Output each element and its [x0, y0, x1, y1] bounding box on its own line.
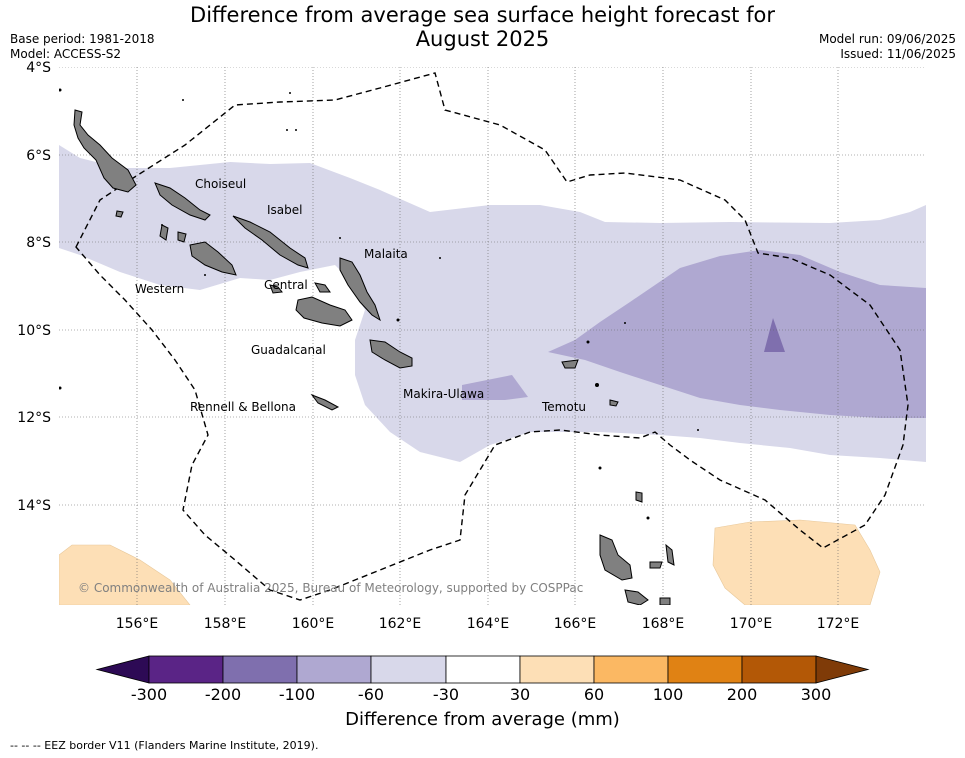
island-makira: [369, 339, 413, 369]
lat-label-6s: 6°S: [26, 148, 51, 164]
colorbar-bin-7: [593, 655, 669, 684]
colorbar-tick-4: -60: [358, 685, 384, 704]
lat-label-10s: 10°S: [17, 323, 51, 339]
label-rennell-bellona: Rennell & Bellona: [190, 400, 296, 414]
eez-border: [75, 72, 909, 601]
lon-label-164e: 164°E: [467, 616, 510, 632]
lon-label-158e: 158°E: [204, 616, 247, 632]
lon-label-168e: 168°E: [642, 616, 685, 632]
model-name: Model: ACCESS-S2: [10, 47, 122, 61]
island-pentecost: [659, 597, 671, 605]
anomaly-region-positive-sw: [59, 544, 191, 605]
colorbar-extend-max: [815, 655, 870, 684]
model-run: Model run: 09/06/2025: [818, 32, 956, 46]
eez-legend-note: -- -- -- EEZ border V11 (Flanders Marine…: [10, 739, 319, 752]
sea-level-map: Choiseul Isabel Malaita Western Central …: [17, 60, 926, 632]
colorbar-bin-2: [222, 655, 298, 684]
anomaly-region-dark: [764, 318, 785, 352]
island-kolombangara: [177, 231, 187, 243]
colorbar-title: Difference from average (mm): [345, 709, 620, 730]
island-bougainville: [73, 109, 137, 193]
lon-label-170e: 170°E: [730, 616, 773, 632]
islands: [73, 109, 675, 605]
label-central: Central: [264, 278, 308, 292]
colorbar-bin-3: [296, 655, 372, 684]
colorbar-tick-9: 200: [727, 685, 758, 704]
label-temotu: Temotu: [541, 400, 586, 414]
small-islets: [59, 88, 699, 520]
colorbar-tick-1: -300: [131, 685, 167, 704]
longitude-labels: 156°E 158°E 160°E 162°E 164°E 166°E 168°…: [116, 616, 860, 632]
island-isabel: [232, 215, 309, 269]
island-choiseul: [154, 182, 211, 221]
colorbar-bin-1: [148, 655, 224, 684]
title-line-2: August 2025: [415, 27, 550, 51]
latitude-labels: 4°S 6°S 8°S 10°S 12°S 14°S: [17, 60, 51, 514]
map-title: Difference from average sea surface heig…: [0, 3, 965, 51]
lon-label-172e: 172°E: [817, 616, 860, 632]
label-western: Western: [135, 282, 184, 296]
island-shortland: [115, 210, 124, 218]
label-choiseul: Choiseul: [195, 177, 246, 191]
lon-label-160e: 160°E: [292, 616, 335, 632]
label-isabel: Isabel: [267, 203, 302, 217]
lon-label-166e: 166°E: [554, 616, 597, 632]
colorbar-tick-8: 100: [653, 685, 684, 704]
model-info: Base period: 1981-2018 Model: ACCESS-S2: [10, 32, 155, 62]
map-area: Choiseul Isabel Malaita Western Central …: [59, 67, 926, 605]
island-santa-cruz: [561, 359, 579, 369]
colorbar-tick-6: 30: [510, 685, 530, 704]
anomaly-region-positive-se: [712, 519, 881, 605]
lat-label-4s: 4°S: [26, 60, 51, 76]
island-banks: [635, 491, 643, 503]
colorbar-tick-7: 60: [584, 685, 604, 704]
colorbar-bin-9: [741, 655, 817, 684]
island-florida: [314, 282, 331, 293]
lon-label-156e: 156°E: [116, 616, 159, 632]
label-guadalcanal: Guadalcanal: [251, 343, 326, 357]
label-malaita: Malaita: [364, 247, 408, 261]
colorbar-bin-8: [667, 655, 743, 684]
lat-label-12s: 12°S: [17, 410, 51, 426]
colorbar-extend-min: [95, 655, 150, 684]
copyright-notice: © Commonwealth of Australia 2025, Bureau…: [78, 581, 583, 595]
lat-label-8s: 8°S: [26, 235, 51, 251]
island-utupua: [609, 399, 619, 407]
lat-label-14s: 14°S: [17, 498, 51, 514]
colorbar-tick-10: 300: [801, 685, 832, 704]
colorbar-ticks: -300 -200 -100 -60 -30 30 60 100 200 300: [131, 685, 831, 704]
lon-label-162e: 162°E: [379, 616, 422, 632]
colorbar-tick-2: -200: [205, 685, 241, 704]
island-malekula: [624, 589, 649, 605]
colorbar-segments: [95, 655, 870, 684]
colorbar-bin-5: [445, 655, 521, 684]
island-guadalcanal: [295, 296, 353, 327]
island-new-georgia: [189, 241, 237, 276]
island-malaita: [339, 257, 381, 322]
colorbar-tick-5: -30: [433, 685, 459, 704]
colorbar-bin-6: [519, 655, 595, 684]
anomaly-region-medium-small: [462, 375, 528, 400]
island-russell: [269, 284, 283, 294]
island-rennell: [310, 393, 340, 411]
island-maewo: [665, 543, 675, 566]
island-ambae: [649, 561, 663, 569]
island-vella-lavella: [159, 224, 169, 241]
colorbar-bin-4: [370, 655, 447, 684]
label-makira-ulawa: Makira-Ulawa: [403, 387, 484, 401]
title-line-1: Difference from average sea surface heig…: [190, 3, 775, 27]
province-labels: Choiseul Isabel Malaita Western Central …: [135, 177, 586, 414]
issued-date: Issued: 11/06/2025: [840, 47, 956, 61]
island-espiritu-santo: [599, 534, 633, 581]
base-period: Base period: 1981-2018: [10, 32, 155, 46]
run-info: Model run: 09/06/2025 Issued: 11/06/2025: [819, 32, 956, 62]
anomaly-region-medium-east: [548, 250, 926, 418]
colorbar-tick-3: -100: [279, 685, 315, 704]
